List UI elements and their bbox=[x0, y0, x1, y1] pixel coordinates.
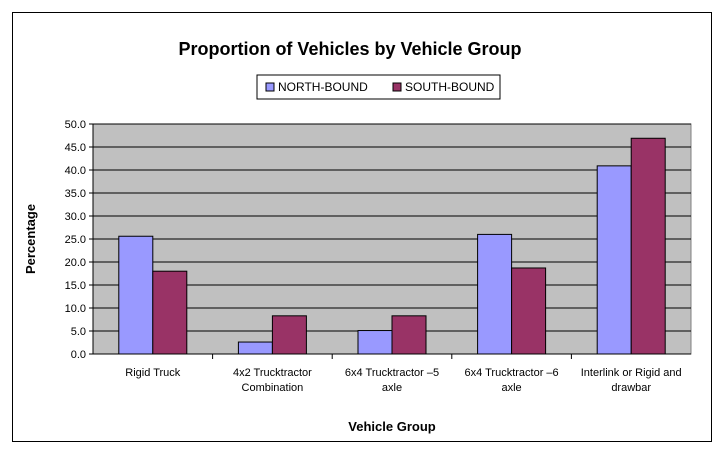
bar-south-bound-1 bbox=[271, 315, 307, 355]
bar-north-bound-3 bbox=[477, 233, 513, 355]
y-tick-label: 45.0 bbox=[65, 142, 86, 154]
bar-north-bound-1 bbox=[237, 341, 273, 355]
y-tick-label: 5.0 bbox=[71, 326, 86, 338]
legend-swatch-south-bound bbox=[392, 82, 402, 92]
y-tick-label: 10.0 bbox=[65, 303, 86, 315]
x-tick-label: 6x4 Trucktractor –6 axle bbox=[465, 367, 559, 394]
x-tick-label: Interlink or Rigid and drawbar bbox=[581, 367, 682, 394]
y-tick-label: 20.0 bbox=[65, 257, 86, 269]
bar-south-bound-4 bbox=[630, 137, 666, 355]
x-tick-label: 4x2 Trucktractor Combination bbox=[233, 367, 312, 394]
y-tick-label: 50.0 bbox=[65, 119, 86, 131]
legend: NORTH-BOUND SOUTH-BOUND bbox=[256, 74, 501, 100]
legend-box bbox=[256, 74, 501, 100]
bar-south-bound-3 bbox=[511, 267, 547, 355]
legend-label-south-bound: SOUTH-BOUND bbox=[405, 80, 495, 94]
gridlines bbox=[93, 123, 691, 332]
y-tick-label: 35.0 bbox=[65, 188, 86, 200]
y-tick-label: 40.0 bbox=[65, 165, 86, 177]
bar-north-bound-0 bbox=[118, 235, 154, 355]
bar-south-bound-0 bbox=[152, 270, 188, 355]
chart-frame: Proportion of Vehicles by Vehicle Group … bbox=[12, 12, 712, 442]
bars bbox=[118, 137, 666, 355]
y-tick-label: 15.0 bbox=[65, 280, 86, 292]
legend-label-north-bound: NORTH-BOUND bbox=[278, 80, 368, 94]
y-axis-ticks: 0.0 5.0 10.0 15.0 20.0 25.0 30.0 35.0 40.0 45.0 50… bbox=[65, 119, 93, 361]
x-tick-label: Rigid Truck bbox=[125, 367, 181, 379]
legend-swatch-north-bound bbox=[265, 82, 275, 92]
x-axis-ticks: Rigid Truck 4x2 Trucktractor Combination 6x… bbox=[125, 354, 682, 394]
chart-svg: Proportion of Vehicles by Vehicle Group … bbox=[23, 39, 692, 434]
bar-north-bound-2 bbox=[357, 330, 393, 355]
x-tick-label: 6x4 Trucktractor –5 axle bbox=[345, 367, 439, 394]
chart-title: Proportion of Vehicles by Vehicle Group bbox=[178, 39, 521, 59]
y-tick-label: 25.0 bbox=[65, 234, 86, 246]
bar-north-bound-4 bbox=[596, 165, 632, 355]
y-tick-label: 0.0 bbox=[71, 349, 86, 361]
y-axis-title: Percentage bbox=[23, 204, 38, 274]
x-axis-title: Vehicle Group bbox=[348, 419, 435, 434]
bar-south-bound-2 bbox=[391, 315, 427, 355]
y-tick-label: 30.0 bbox=[65, 211, 86, 223]
